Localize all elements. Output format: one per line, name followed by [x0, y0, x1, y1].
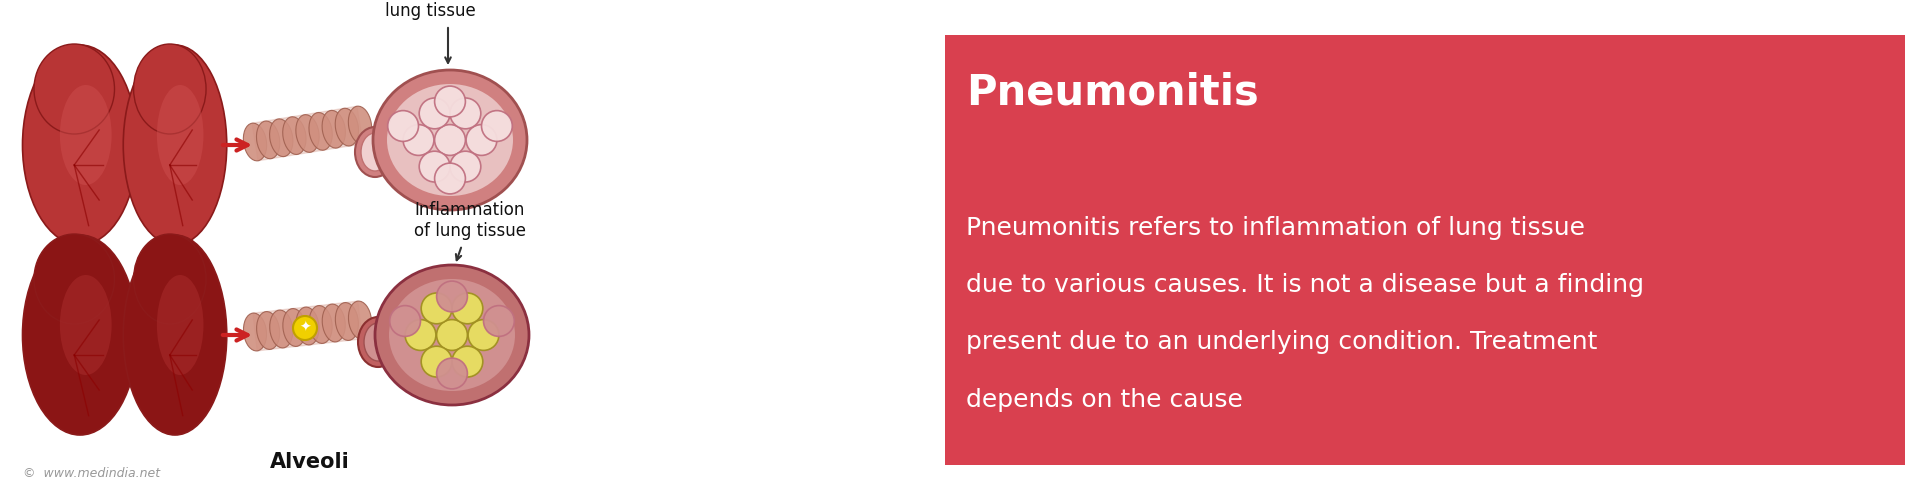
Circle shape: [468, 320, 499, 350]
Ellipse shape: [282, 308, 305, 346]
Ellipse shape: [296, 114, 319, 152]
Text: Pneumonitis refers to inflammation of lung tissue: Pneumonitis refers to inflammation of lu…: [966, 216, 1584, 240]
Ellipse shape: [372, 70, 526, 210]
Ellipse shape: [60, 275, 111, 375]
Text: Pneumonitis: Pneumonitis: [966, 72, 1258, 114]
Ellipse shape: [157, 85, 204, 185]
Circle shape: [436, 358, 467, 389]
Circle shape: [436, 281, 467, 312]
Ellipse shape: [35, 234, 115, 324]
Text: Alveoli: Alveoli: [271, 452, 349, 472]
Circle shape: [436, 320, 467, 350]
Ellipse shape: [244, 313, 267, 351]
Ellipse shape: [309, 112, 332, 150]
Circle shape: [484, 306, 515, 336]
Ellipse shape: [157, 275, 204, 375]
Text: present due to an underlying condition. Treatment: present due to an underlying condition. …: [966, 330, 1597, 354]
Circle shape: [420, 293, 451, 324]
Ellipse shape: [123, 235, 227, 435]
Ellipse shape: [355, 127, 396, 177]
Ellipse shape: [348, 301, 372, 339]
Circle shape: [482, 110, 513, 142]
Circle shape: [420, 346, 451, 377]
Ellipse shape: [282, 117, 305, 154]
Circle shape: [451, 346, 482, 377]
Circle shape: [390, 306, 420, 336]
Ellipse shape: [374, 265, 530, 405]
Ellipse shape: [296, 307, 319, 345]
Ellipse shape: [390, 279, 515, 391]
Ellipse shape: [23, 235, 138, 435]
Circle shape: [294, 316, 317, 340]
Circle shape: [451, 293, 482, 324]
Circle shape: [434, 86, 465, 117]
Circle shape: [434, 124, 465, 156]
Circle shape: [449, 151, 480, 182]
Ellipse shape: [35, 44, 115, 134]
Text: Inflammation
of lung tissue: Inflammation of lung tissue: [415, 201, 526, 240]
Circle shape: [467, 124, 497, 156]
Text: due to various causes. It is not a disease but a finding: due to various causes. It is not a disea…: [966, 273, 1644, 297]
Circle shape: [419, 98, 449, 129]
Circle shape: [419, 151, 449, 182]
Ellipse shape: [361, 133, 390, 171]
Ellipse shape: [23, 45, 138, 245]
Ellipse shape: [269, 119, 294, 156]
Ellipse shape: [134, 234, 205, 324]
Ellipse shape: [123, 45, 227, 245]
Ellipse shape: [323, 304, 346, 342]
Circle shape: [449, 98, 480, 129]
Ellipse shape: [323, 110, 346, 148]
Text: ©  www.medindia.net: © www.medindia.net: [23, 467, 159, 480]
Ellipse shape: [257, 121, 280, 158]
Circle shape: [405, 320, 436, 350]
Circle shape: [403, 124, 434, 156]
Ellipse shape: [357, 317, 397, 367]
Polygon shape: [252, 106, 363, 161]
Ellipse shape: [309, 306, 332, 344]
Ellipse shape: [269, 310, 292, 348]
Ellipse shape: [134, 44, 205, 134]
Ellipse shape: [257, 312, 280, 350]
Ellipse shape: [336, 302, 359, 341]
Circle shape: [388, 110, 419, 142]
Circle shape: [434, 163, 465, 194]
Ellipse shape: [388, 84, 513, 196]
Ellipse shape: [60, 85, 111, 185]
Text: depends on the cause: depends on the cause: [966, 388, 1242, 412]
Text: ✦: ✦: [300, 321, 311, 335]
Ellipse shape: [365, 323, 392, 361]
Ellipse shape: [348, 106, 372, 144]
Polygon shape: [253, 301, 363, 351]
Bar: [945, 35, 1905, 465]
Ellipse shape: [336, 108, 359, 146]
Text: Normal
lung tissue: Normal lung tissue: [384, 0, 476, 20]
Ellipse shape: [244, 123, 267, 161]
